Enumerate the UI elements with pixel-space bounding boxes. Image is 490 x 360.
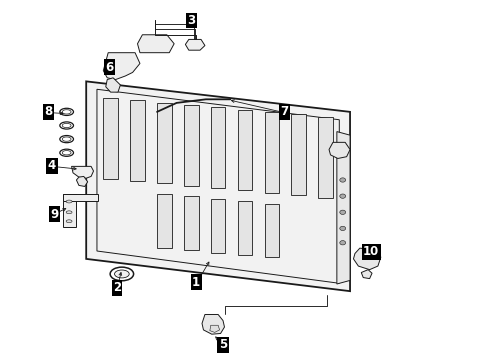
Polygon shape <box>238 201 252 255</box>
Polygon shape <box>86 81 350 291</box>
Polygon shape <box>63 194 98 201</box>
Polygon shape <box>63 194 76 226</box>
Polygon shape <box>157 103 171 183</box>
Polygon shape <box>72 166 94 178</box>
Polygon shape <box>329 142 350 158</box>
Text: 7: 7 <box>280 105 288 118</box>
Polygon shape <box>76 176 88 186</box>
Ellipse shape <box>66 220 72 223</box>
Polygon shape <box>103 98 118 179</box>
Polygon shape <box>361 270 372 279</box>
Circle shape <box>340 194 345 198</box>
Text: 5: 5 <box>219 338 227 351</box>
Text: 2: 2 <box>113 281 121 294</box>
Polygon shape <box>184 105 198 186</box>
Polygon shape <box>210 325 220 332</box>
Polygon shape <box>211 199 225 253</box>
Circle shape <box>340 210 345 215</box>
Text: 6: 6 <box>105 60 113 73</box>
Polygon shape <box>157 194 171 248</box>
Text: 9: 9 <box>50 208 59 221</box>
Text: 8: 8 <box>45 105 53 118</box>
Text: 3: 3 <box>187 14 196 27</box>
Polygon shape <box>211 107 225 188</box>
Polygon shape <box>265 203 279 257</box>
Polygon shape <box>353 248 381 270</box>
Polygon shape <box>318 117 333 198</box>
Ellipse shape <box>66 200 72 203</box>
Polygon shape <box>238 110 252 190</box>
Polygon shape <box>265 112 279 193</box>
Polygon shape <box>106 78 121 92</box>
Polygon shape <box>185 40 205 50</box>
Polygon shape <box>337 132 350 284</box>
Polygon shape <box>292 114 306 195</box>
Circle shape <box>340 240 345 245</box>
Circle shape <box>340 178 345 182</box>
Polygon shape <box>138 35 174 53</box>
Text: 1: 1 <box>192 276 200 289</box>
Ellipse shape <box>115 270 129 278</box>
Polygon shape <box>130 100 145 181</box>
Polygon shape <box>103 53 140 80</box>
Polygon shape <box>202 315 224 334</box>
Text: 4: 4 <box>48 159 56 172</box>
Text: 10: 10 <box>363 245 379 258</box>
Polygon shape <box>184 197 198 250</box>
Ellipse shape <box>66 211 72 214</box>
Polygon shape <box>97 89 339 283</box>
Circle shape <box>340 226 345 230</box>
